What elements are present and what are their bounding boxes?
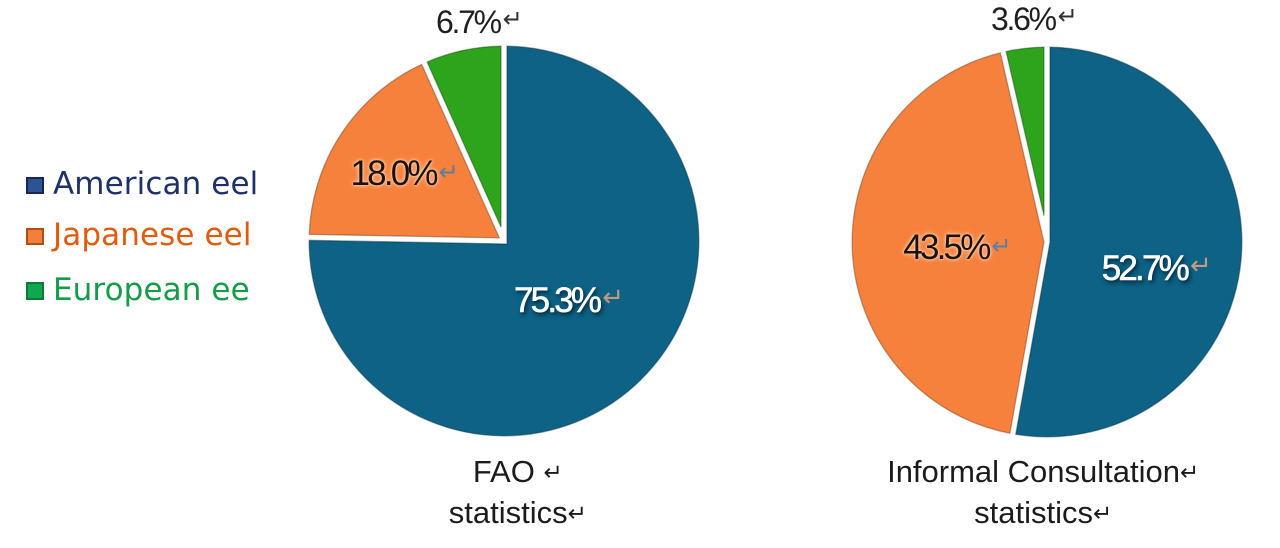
legend-label-japanese-eel: Japanese eel <box>53 217 252 253</box>
return-mark-icon: ↵ <box>1189 250 1212 281</box>
return-mark-icon: ↵ <box>543 459 563 486</box>
caption-text: Informal Consultation <box>887 454 1181 490</box>
return-mark-icon: ↵ <box>1180 459 1200 486</box>
pie-slice-1 <box>851 52 1045 435</box>
return-mark-icon: ↵ <box>991 232 1012 261</box>
caption-text: statistics <box>448 495 568 531</box>
data-label-informal-european: 3.6% ↵ <box>991 0 1078 37</box>
legend-label-american-eel: American eel <box>53 166 259 203</box>
caption-line: Informal Consultation↵ <box>887 453 1199 494</box>
pie-slice-2 <box>1005 46 1045 216</box>
data-label-fao-american: 75.3% ↵ <box>514 280 625 320</box>
legend-marker-european-eel <box>26 282 44 300</box>
caption-line: statistics↵ <box>887 494 1199 535</box>
caption-text: FAO <box>472 454 544 490</box>
pie-slice-0 <box>1015 46 1243 438</box>
return-mark-icon: ↵ <box>438 157 459 186</box>
legend-marker-american-eel <box>26 176 44 195</box>
data-label-informal-american: 52.7% ↵ <box>1101 248 1212 288</box>
legend-marker-japanese-eel <box>26 227 44 245</box>
data-label-fao-japanese: 18.0% ↵ <box>350 153 459 193</box>
pie-slice-0 <box>308 45 700 437</box>
return-mark-icon: ↵ <box>602 282 625 313</box>
pie-slice-1 <box>308 63 501 239</box>
legend-label-european-eel: European ee <box>53 271 250 308</box>
caption-text: statistics <box>974 495 1093 531</box>
pie-chart-fao <box>306 43 702 439</box>
return-mark-icon: ↵ <box>1057 1 1078 30</box>
return-mark-icon: ↵ <box>1092 500 1113 527</box>
return-mark-icon: ↵ <box>502 5 523 34</box>
return-mark-icon: ↵ <box>567 500 587 527</box>
caption-line: FAO ↵ <box>449 453 587 494</box>
data-label-informal-japanese: 43.5% ↵ <box>903 228 1012 268</box>
pie-chart-informal-consultation <box>849 44 1245 440</box>
caption-line: statistics↵ <box>449 494 587 535</box>
caption-informal-consultation-statistics: Informal Consultation↵ statistics↵ <box>887 453 1199 535</box>
caption-fao-statistics: FAO ↵ statistics↵ <box>449 453 587 535</box>
data-label-fao-european: 6.7% ↵ <box>436 4 523 41</box>
pie-slice-2 <box>426 45 502 228</box>
